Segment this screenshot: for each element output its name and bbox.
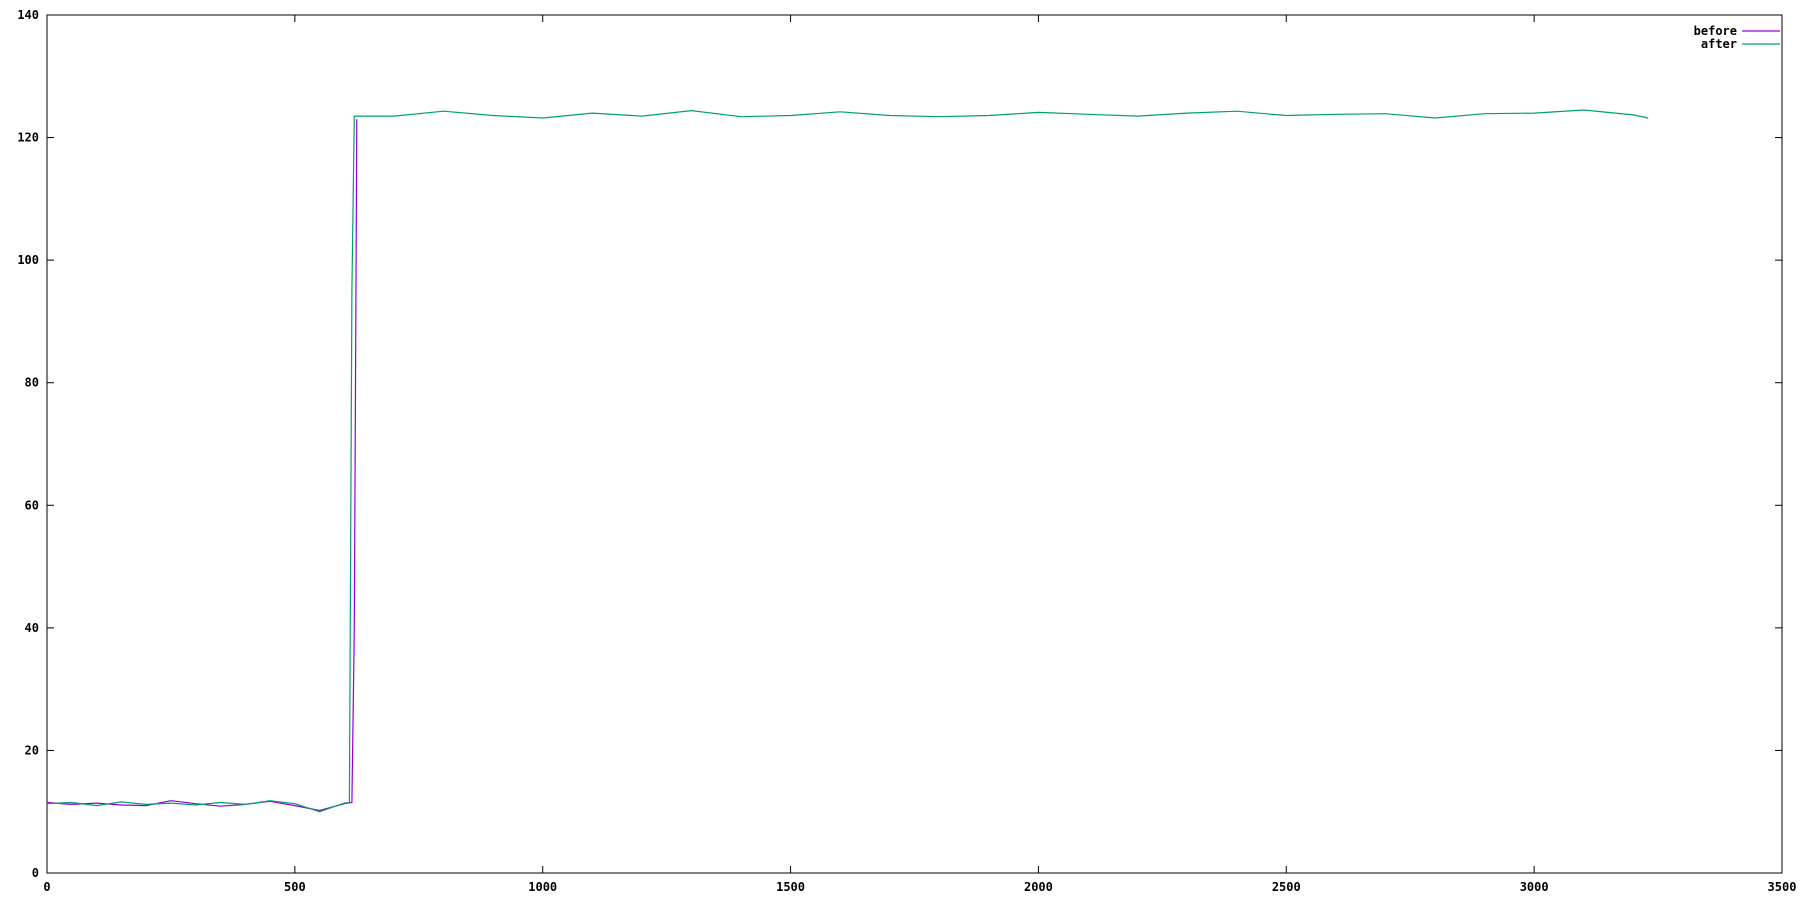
x-tick-label: 3000: [1520, 880, 1549, 894]
x-tick-label: 2500: [1272, 880, 1301, 894]
x-tick-label: 3500: [1768, 880, 1797, 894]
plot-frame: [46, 14, 1783, 874]
y-tick-label: 140: [17, 8, 39, 22]
series-lines: [46, 109, 1649, 813]
series-line-after: [46, 109, 1649, 813]
y-tick-label: 100: [17, 253, 39, 267]
x-tick-label: 500: [284, 880, 306, 894]
y-tick-label: 0: [32, 866, 39, 880]
x-tick-label: 0: [43, 880, 50, 894]
x-tick-label: 1500: [776, 880, 805, 894]
series-line-before: [46, 119, 358, 812]
y-tick-label: 40: [25, 621, 39, 635]
legend-label-before: before: [1694, 24, 1737, 38]
legend-label-after: after: [1701, 37, 1737, 51]
axes: 0 500 1000 1500 2000 2500 3000 3500 0 20 40 60 80 100…: [17, 8, 1796, 894]
y-tick-label: 20: [25, 743, 39, 757]
y-tick-label: 80: [25, 376, 39, 390]
x-tick-label: 1000: [528, 880, 557, 894]
x-tick-label: 2000: [1024, 880, 1053, 894]
y-tick-label: 60: [25, 498, 39, 512]
y-tick-label: 120: [17, 131, 39, 145]
